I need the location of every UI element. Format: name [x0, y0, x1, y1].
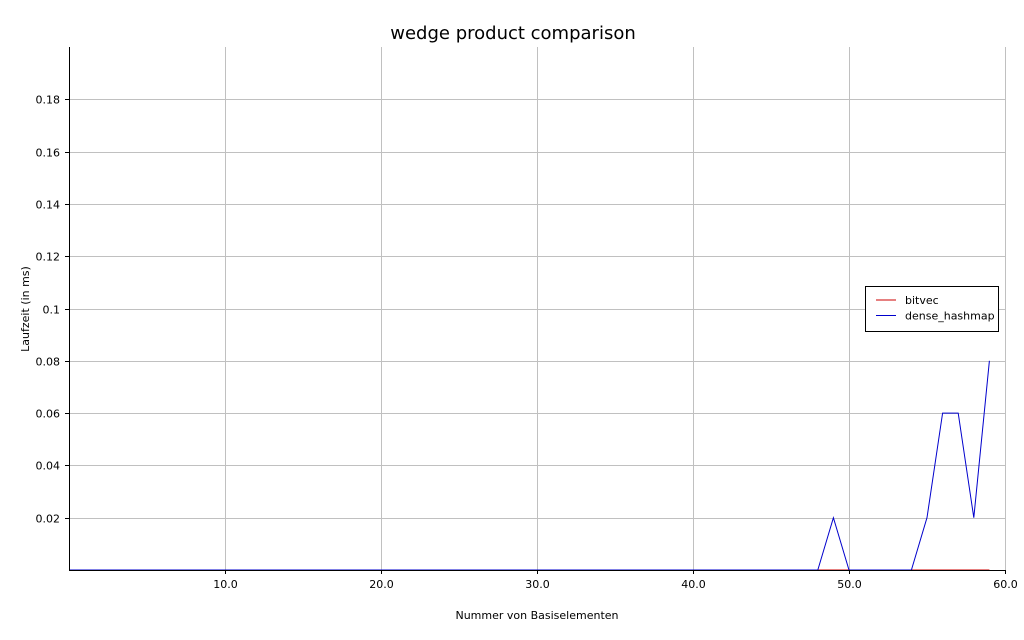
y-tick-label: 0.14 [36, 199, 61, 212]
chart-title: wedge product comparison [390, 23, 636, 44]
y-tick-label: 0.1 [43, 304, 61, 317]
y-tick-label: 0.04 [36, 460, 61, 473]
y-tick-label: 0.16 [36, 147, 61, 160]
y-tick-label: 0.06 [36, 408, 61, 421]
legend-box [865, 286, 999, 332]
y-tick-labels: 0.02 0.04 0.06 0.08 0.1 0.12 0.14 0.16 0.18 [36, 94, 69, 526]
x-axis-label: Nummer von Basiselementen [455, 609, 618, 622]
legend-label-dense-hashmap: dense_hashmap [905, 310, 995, 323]
y-axis-label: Laufzeit (in ms) [19, 266, 32, 352]
x-tick-label: 40.0 [681, 578, 706, 591]
y-tick-label: 0.18 [36, 94, 61, 107]
x-tick-label: 60.0 [993, 578, 1018, 591]
y-tick-label: 0.02 [36, 513, 61, 526]
legend: bitvec dense_hashmap [865, 286, 999, 332]
x-tick-label: 20.0 [369, 578, 394, 591]
y-tick-label: 0.08 [36, 356, 61, 369]
y-tick-label: 0.12 [36, 251, 61, 264]
legend-label-bitvec: bitvec [905, 294, 939, 307]
x-tick-label: 10.0 [213, 578, 238, 591]
x-tick-label: 30.0 [525, 578, 550, 591]
x-tick-labels: 10.0 20.0 30.0 40.0 50.0 60.0 [213, 570, 1018, 591]
x-tick-label: 50.0 [837, 578, 862, 591]
grid-lines [69, 47, 1006, 570]
